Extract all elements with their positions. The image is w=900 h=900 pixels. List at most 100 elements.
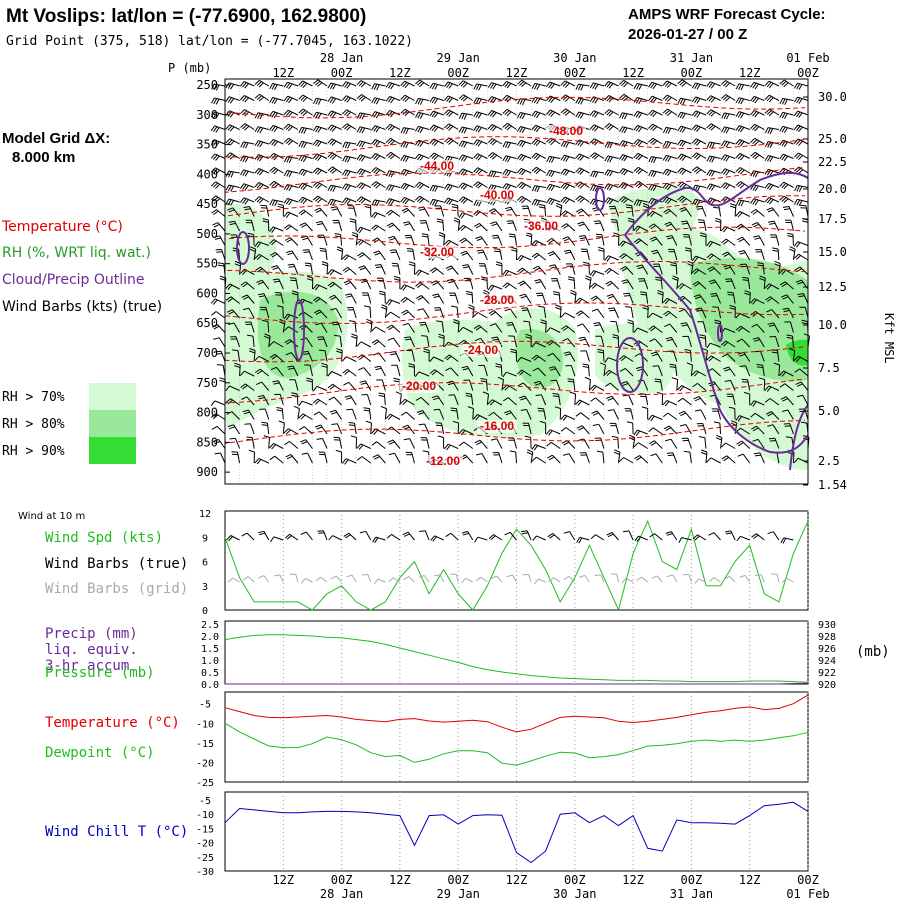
wind-barb-feather	[740, 98, 745, 105]
wind-barb-feather	[663, 310, 669, 316]
wind-barb-feather	[475, 112, 480, 118]
wind-barb-feather	[229, 112, 235, 118]
wind-barb	[520, 356, 532, 362]
wind-barb-feather	[648, 414, 653, 421]
wind-barb	[375, 224, 386, 232]
wind-barb	[645, 394, 649, 406]
wind-barb-feather	[300, 197, 306, 204]
wind-barb-feather	[371, 139, 376, 145]
wind-barb	[710, 197, 721, 203]
wind-barb	[578, 83, 590, 87]
wind-barb-feather	[667, 184, 672, 191]
wind-barb-feather	[254, 458, 260, 464]
wind-barb-feather	[429, 82, 434, 89]
surface-grid-barb	[698, 578, 707, 583]
wind-barb-feather	[429, 110, 434, 117]
wind-barb	[250, 321, 255, 333]
wind-barb	[734, 205, 737, 217]
surface-grid-barb	[392, 577, 401, 583]
wind-barb-feather	[692, 382, 698, 388]
wind-barb-feather	[589, 184, 594, 191]
temperature-contour-label: -36.00	[524, 219, 558, 233]
wind-barb-feather	[358, 141, 363, 147]
wind-barb	[582, 323, 590, 333]
wind-barb-feather	[302, 82, 308, 89]
wind-barb	[571, 263, 576, 275]
wind-barb-feather	[506, 170, 512, 177]
wind-barb-feather	[312, 111, 317, 118]
pressure-ytick-label: 920	[818, 680, 836, 691]
wind-barb	[622, 112, 634, 116]
wind-barb-feather	[351, 335, 358, 339]
wind-barb-feather	[794, 185, 798, 192]
wind-barb-feather	[502, 122, 508, 128]
wind-barb-feather	[481, 278, 488, 281]
wind-barb-feather	[360, 198, 366, 204]
wind-barb	[360, 140, 371, 145]
wind-barb-feather	[393, 275, 401, 279]
wind-barb-feather	[633, 152, 639, 159]
wind-barb-feather	[300, 95, 306, 101]
wind-barb-feather	[402, 221, 409, 224]
wind-barb-feather	[640, 291, 647, 294]
wind-barb	[360, 341, 371, 348]
wind-barb	[450, 265, 459, 275]
wind-barb-feather	[283, 170, 288, 177]
wind-barb-feather	[706, 81, 711, 87]
wind-barb	[789, 321, 794, 333]
wind-barb	[418, 371, 430, 377]
wind-barb	[419, 195, 430, 203]
wind-barb-feather	[517, 369, 523, 375]
wind-barb	[461, 112, 473, 116]
wind-barb-feather	[547, 352, 554, 357]
wind-barb	[253, 249, 257, 261]
wind-barb-feather	[766, 95, 772, 102]
wind-barb-feather	[341, 197, 347, 203]
wind-barb-feather	[724, 380, 731, 382]
wind-barb	[709, 169, 721, 174]
wind-barb-feather	[443, 81, 449, 87]
wind-barb	[406, 207, 415, 217]
wind-barb-feather	[579, 198, 585, 203]
temperature-label-bg	[477, 189, 517, 202]
wind-barb-feather	[271, 240, 277, 246]
wind-barb	[756, 425, 765, 435]
wind-barb-feather	[589, 384, 595, 390]
wind-barb-feather	[458, 140, 463, 147]
wind-barb-feather	[406, 248, 413, 250]
wind-barb-feather	[648, 156, 652, 163]
wind-barb-feather	[225, 296, 232, 301]
wind-barb-feather	[473, 97, 478, 104]
wind-barb-feather	[518, 280, 524, 285]
surface-wind-barb-feather	[590, 534, 596, 540]
wind-barb	[583, 336, 590, 348]
wind-barb-feather	[240, 123, 246, 128]
wind-barb-feather	[317, 336, 324, 338]
wind-barb	[710, 240, 721, 246]
wind-barb-feather	[327, 96, 332, 103]
wind-barb-feather	[739, 141, 745, 147]
wind-barb-feather	[796, 97, 801, 104]
wind-barb-feather	[662, 168, 667, 175]
wind-barb-feather	[650, 110, 655, 117]
wind-barb	[287, 313, 299, 319]
temperature-contour	[224, 340, 806, 363]
wind-barb-feather	[271, 126, 276, 132]
wind-barb-feather	[691, 370, 697, 376]
wind-barb-feather	[288, 111, 293, 118]
surface-wind-barb-feather	[563, 531, 570, 534]
wind-barb	[513, 437, 517, 449]
wind-barb-feather	[533, 139, 539, 146]
wind-barb	[682, 397, 692, 406]
height-tick-label: 20.0	[818, 182, 847, 196]
wind-barb	[253, 350, 256, 362]
wind-barb	[681, 181, 692, 188]
wind-barb-feather	[796, 111, 801, 118]
wind-barb-feather	[604, 357, 609, 363]
wind-barb-feather	[344, 142, 349, 149]
wind-barb-feather	[723, 253, 730, 257]
wind-barb-feather	[473, 324, 480, 330]
wind-barb-feather	[604, 255, 609, 261]
wind-barb-feather	[443, 197, 449, 204]
wind-barb-feather	[315, 298, 321, 303]
